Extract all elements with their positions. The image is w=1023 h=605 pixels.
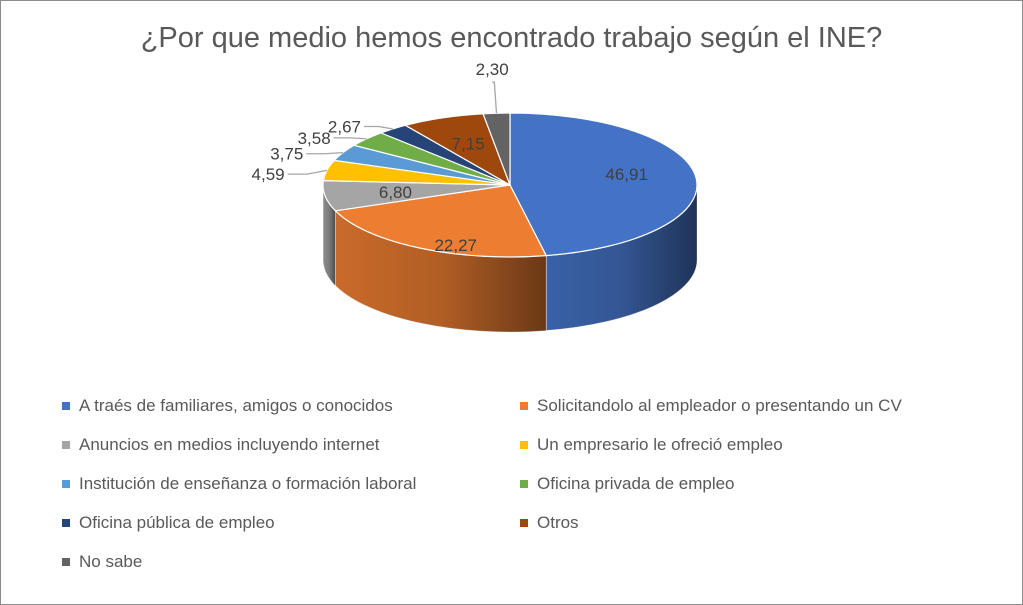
legend-swatch — [62, 519, 70, 527]
data-label-a-traes-de-familiares-amigos-o-conocidos: 46,91 — [605, 165, 648, 184]
legend-swatch — [520, 519, 528, 527]
legend-swatch — [62, 558, 70, 566]
legend-label: Solicitandolo al empleador o presentando… — [537, 396, 902, 415]
legend-item-oficina-privada-de-empleo: Oficina privada de empleo — [520, 473, 980, 495]
side-a-traes-de-familiares-amigos-o-conocidos-shade — [546, 185, 697, 331]
legend-item-anuncios-en-medios-incluyendo-internet: Anuncios en medios incluyendo internet — [62, 434, 520, 456]
chart-title: ¿Por que medio hemos encontrado trabajo … — [140, 22, 883, 54]
side-solicitandolo-al-empleador-o-presentando-un-cv-shade — [335, 210, 547, 332]
data-label-solicitandolo-al-empleador-o-presentando-un-cv: 22,27 — [434, 236, 477, 255]
legend-item-solicitandolo-al-empleador-o-presentando-un-cv: Solicitandolo al empleador o presentando… — [520, 395, 980, 417]
leader-line-no-sabe — [492, 81, 498, 114]
data-label-otros: 7,15 — [452, 134, 485, 153]
legend-label: Un empresario le ofreció empleo — [537, 435, 783, 454]
legend-swatch — [520, 402, 528, 410]
legend-swatch — [520, 480, 528, 488]
leader-line-oficina-publica-de-empleo — [364, 125, 393, 130]
data-label-anuncios-en-medios-incluyendo-internet: 6,80 — [379, 183, 412, 202]
leader-line-oficina-privada-de-empleo — [333, 137, 367, 140]
legend-item-a-traes-de-familiares-amigos-o-conocidos: A traés de familiares, amigos o conocido… — [62, 395, 520, 417]
legend-label: No sabe — [79, 552, 143, 571]
legend-swatch — [62, 441, 70, 449]
leader-line-institucion-de-ensenanza-o-formacion-laboral — [306, 151, 344, 155]
data-label-institucion-de-ensenanza-o-formacion-laboral: 3,75 — [270, 145, 303, 164]
side-anuncios-en-medios-incluyendo-internet-shade — [323, 185, 336, 286]
chart-legend: A traés de familiares, amigos o conocido… — [62, 395, 1002, 573]
legend-item-oficina-publica-de-empleo: Oficina pública de empleo — [62, 512, 520, 534]
legend-item-un-empresario-le-ofrecio-empleo: Un empresario le ofreció empleo — [520, 434, 980, 456]
data-label-oficina-privada-de-empleo: 3,58 — [298, 129, 331, 148]
data-label-oficina-publica-de-empleo: 2,67 — [328, 117, 361, 136]
legend-swatch — [62, 402, 70, 410]
leader-line-un-empresario-le-ofrecio-empleo — [287, 169, 328, 175]
legend-label: Anuncios en medios incluyendo internet — [79, 435, 380, 454]
legend-label: A traés de familiares, amigos o conocido… — [79, 396, 393, 415]
slice-solicitandolo-al-empleador-o-presentando-un-cv — [334, 184, 547, 258]
legend-item-otros: Otros — [520, 512, 980, 534]
legend-item-no-sabe: No sabe — [62, 551, 520, 573]
legend-label: Institución de enseñanza o formación lab… — [79, 474, 417, 493]
legend-label: Otros — [537, 513, 579, 532]
slice-a-traes-de-familiares-amigos-o-conocidos — [509, 112, 698, 257]
legend-swatch — [62, 480, 70, 488]
legend-label: Oficina privada de empleo — [537, 474, 735, 493]
data-label-un-empresario-le-ofrecio-empleo: 4,59 — [252, 165, 285, 184]
data-label-no-sabe: 2,30 — [476, 60, 509, 79]
legend-item-institucion-de-ensenanza-o-formacion-laboral: Institución de enseñanza o formación lab… — [62, 473, 520, 495]
legend-label: Oficina pública de empleo — [79, 513, 275, 532]
legend-swatch — [520, 441, 528, 449]
